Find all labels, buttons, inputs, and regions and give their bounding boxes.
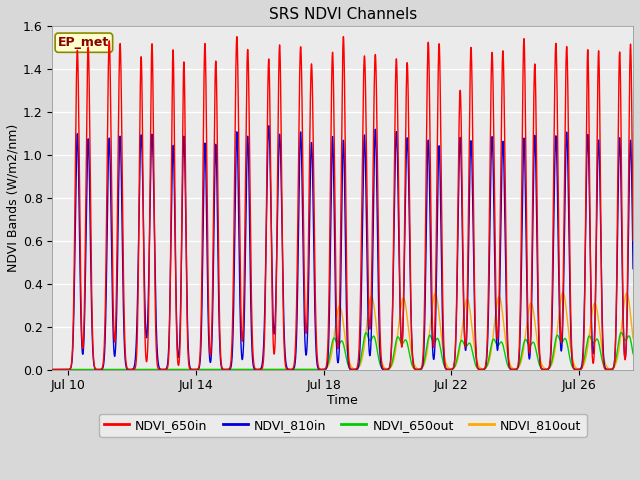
Text: EP_met: EP_met bbox=[58, 36, 109, 49]
X-axis label: Time: Time bbox=[328, 394, 358, 407]
Title: SRS NDVI Channels: SRS NDVI Channels bbox=[269, 7, 417, 22]
Y-axis label: NDVI Bands (W/m2/nm): NDVI Bands (W/m2/nm) bbox=[7, 123, 20, 272]
Legend: NDVI_650in, NDVI_810in, NDVI_650out, NDVI_810out: NDVI_650in, NDVI_810in, NDVI_650out, NDV… bbox=[99, 414, 586, 437]
